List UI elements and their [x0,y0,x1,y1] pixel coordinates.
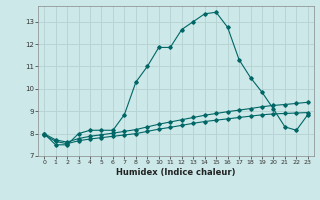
X-axis label: Humidex (Indice chaleur): Humidex (Indice chaleur) [116,168,236,177]
